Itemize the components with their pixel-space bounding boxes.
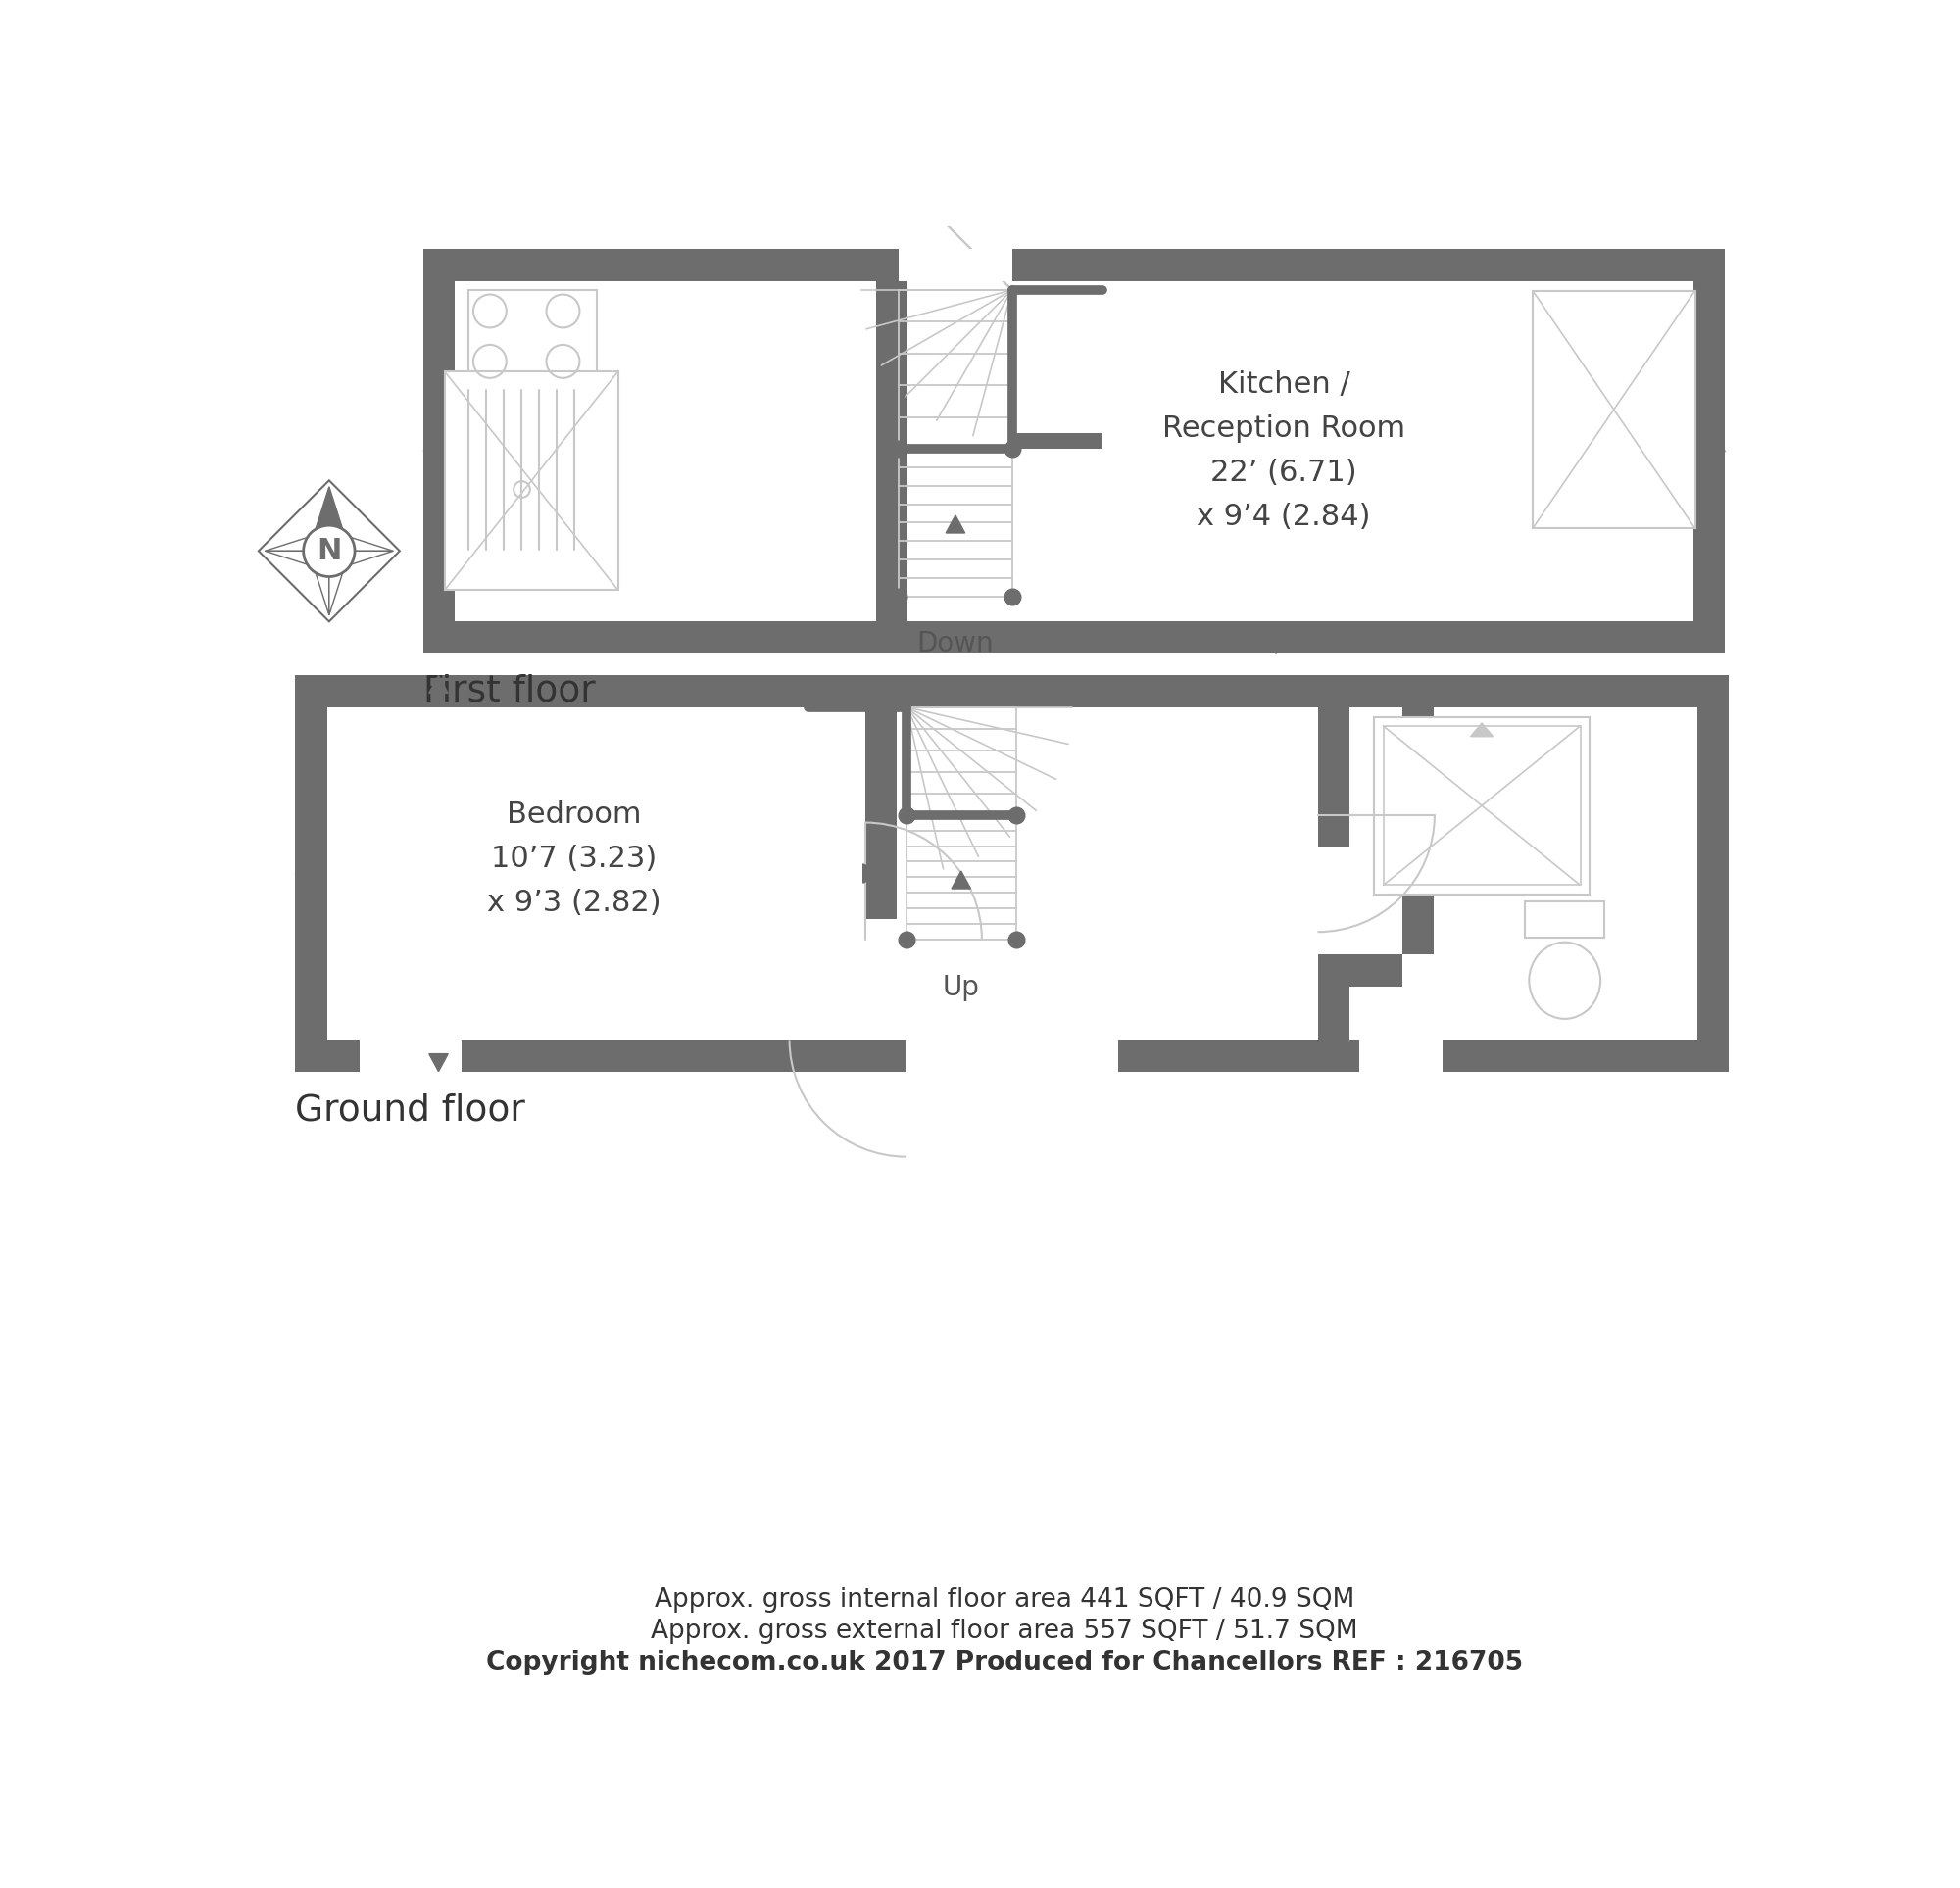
Polygon shape xyxy=(429,676,449,693)
Bar xyxy=(1384,727,1580,885)
Bar xyxy=(1348,955,1401,986)
Polygon shape xyxy=(953,870,970,889)
Polygon shape xyxy=(308,487,329,559)
Ellipse shape xyxy=(1529,942,1601,1020)
Text: Up: Up xyxy=(943,974,980,1001)
Bar xyxy=(451,381,594,559)
Bar xyxy=(876,281,907,621)
Polygon shape xyxy=(321,531,394,551)
Bar xyxy=(1401,708,1435,955)
Text: First floor: First floor xyxy=(423,674,596,710)
Bar xyxy=(296,676,1729,1072)
Polygon shape xyxy=(265,531,337,551)
Bar xyxy=(468,291,598,400)
Polygon shape xyxy=(1266,249,1286,266)
Bar xyxy=(327,708,1697,1040)
Bar xyxy=(864,708,896,1040)
Text: Approx. gross internal floor area 441 SQFT / 40.9 SQM: Approx. gross internal floor area 441 SQ… xyxy=(655,1586,1354,1612)
Bar xyxy=(1317,955,1348,1040)
Text: Approx. gross external floor area 557 SQFT / 51.7 SQM: Approx. gross external floor area 557 SQ… xyxy=(651,1618,1358,1644)
Bar xyxy=(864,919,896,1040)
Polygon shape xyxy=(1470,723,1494,736)
Circle shape xyxy=(304,525,355,576)
Text: Kitchen /
Reception Room
22’ (6.71)
x 9’4 (2.84): Kitchen / Reception Room 22’ (6.71) x 9’… xyxy=(1162,370,1405,531)
Bar xyxy=(1358,1040,1443,1072)
Polygon shape xyxy=(1266,634,1286,653)
Bar xyxy=(463,395,580,546)
Text: Copyright nichecom.co.uk 2017 Produced for Chancellors REF : 216705: Copyright nichecom.co.uk 2017 Produced f… xyxy=(486,1650,1523,1677)
Bar xyxy=(900,249,1011,281)
Polygon shape xyxy=(329,544,349,615)
Bar xyxy=(906,1040,1117,1072)
Polygon shape xyxy=(429,1054,449,1072)
Polygon shape xyxy=(321,551,394,572)
Polygon shape xyxy=(308,544,329,615)
Text: Bedroom
10’7 (3.23)
x 9’3 (2.82): Bedroom 10’7 (3.23) x 9’3 (2.82) xyxy=(488,801,661,918)
Bar xyxy=(1533,291,1695,529)
Bar xyxy=(455,281,1693,621)
Bar xyxy=(1525,902,1605,938)
Bar xyxy=(1374,717,1590,895)
Polygon shape xyxy=(296,865,314,884)
Polygon shape xyxy=(329,487,349,559)
Bar xyxy=(1011,432,1103,449)
Bar xyxy=(359,1040,461,1072)
Bar xyxy=(445,372,617,591)
Bar xyxy=(423,249,1725,653)
Polygon shape xyxy=(947,515,964,532)
Polygon shape xyxy=(423,442,441,461)
Text: Ground floor: Ground floor xyxy=(296,1093,525,1127)
Polygon shape xyxy=(862,865,880,884)
Bar xyxy=(1317,708,1348,846)
Text: N: N xyxy=(318,536,341,565)
Polygon shape xyxy=(265,551,337,572)
Text: Down: Down xyxy=(917,631,994,657)
Polygon shape xyxy=(1707,442,1725,461)
